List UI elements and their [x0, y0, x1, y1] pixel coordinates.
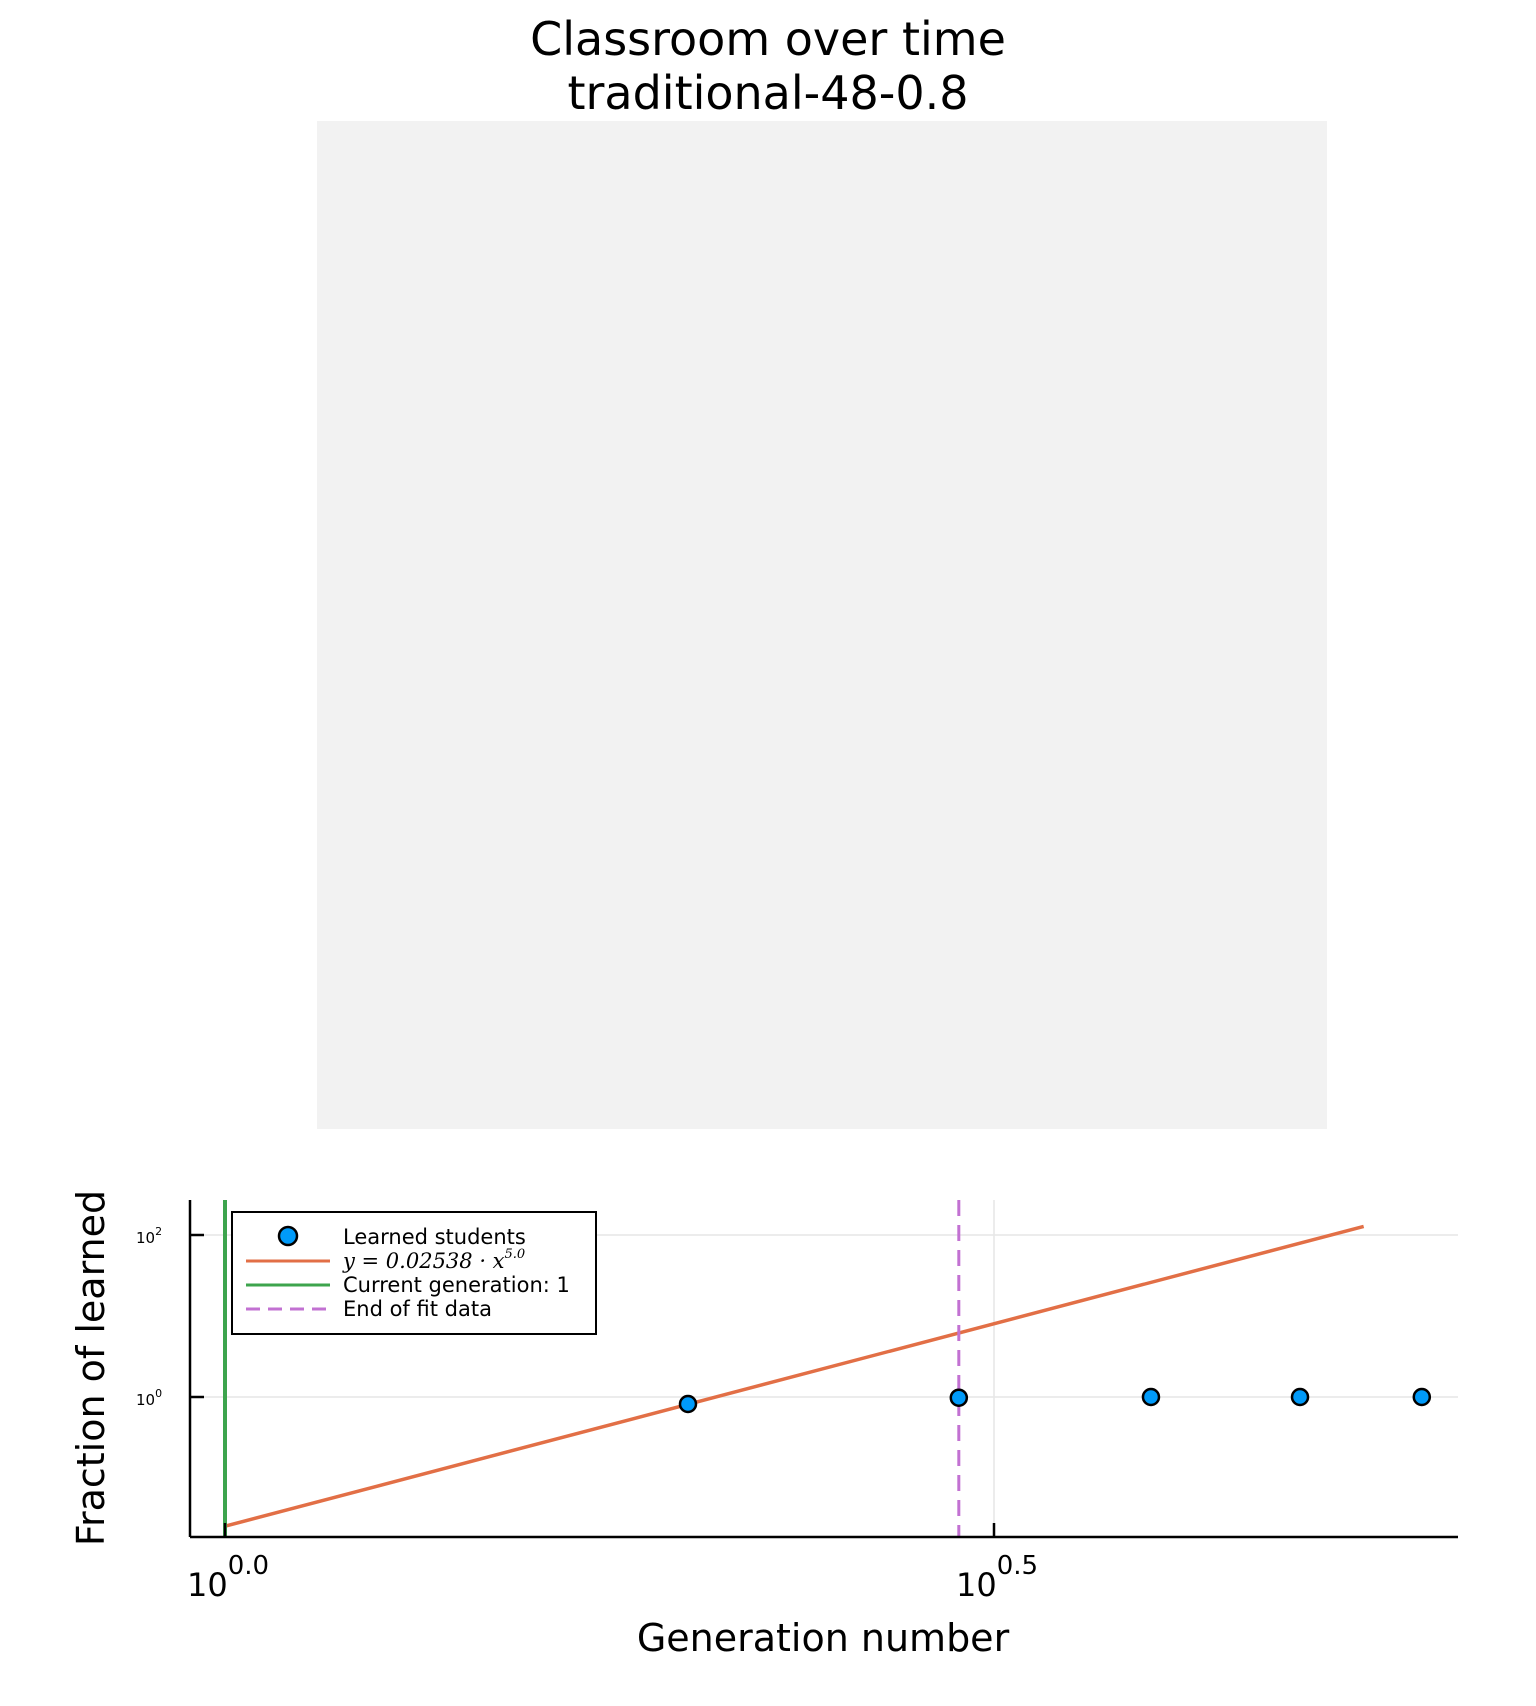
legend-swatch-learned [277, 1225, 299, 1247]
data-point [1141, 1387, 1161, 1407]
x-axis-label: Generation number [637, 1616, 1010, 1660]
legend-label-current: Current generation: 1 [343, 1273, 570, 1297]
chart-subtitle: traditional-48-0.8 [567, 66, 969, 120]
data-point [1290, 1387, 1310, 1407]
y-tick-label-exp: 2 [155, 1225, 162, 1238]
fit-line [224, 1224, 1365, 1528]
y-axis-label: Fraction of learned [69, 1190, 113, 1546]
y-tick-label: 102 [136, 1225, 162, 1247]
series-layer [223, 1200, 1432, 1537]
data-point [678, 1394, 698, 1414]
legend-label-fit: y = 0.02538 · x5.0 [342, 1247, 525, 1273]
x-tick-label-exp: 0.0 [228, 1551, 269, 1581]
y-tick-label-base: 10 [136, 1229, 155, 1247]
legend-label-end-fit: End of fit data [343, 1297, 492, 1321]
legend-label-fit-exp: 5.0 [505, 1247, 526, 1262]
x-tick-label: 100.0 [187, 1551, 269, 1604]
classroom-panel [317, 121, 1327, 1129]
legend-label-fit-main: y = 0.02538 · x [342, 1249, 505, 1273]
legend-label-learned: Learned students [343, 1225, 526, 1249]
x-tick-label-base: 10 [187, 1566, 228, 1604]
y-tick-label: 100 [136, 1387, 162, 1409]
legend: Learned students y = 0.02538 · x5.0 Curr… [231, 1211, 597, 1335]
data-point [949, 1388, 969, 1407]
x-tick-label: 100.5 [956, 1551, 1038, 1604]
chart-title: Classroom over time [530, 12, 1006, 66]
y-tick-label-base: 10 [136, 1391, 155, 1409]
y-tick-label-exp: 0 [155, 1387, 162, 1400]
x-tick-label-base: 10 [956, 1566, 997, 1604]
data-point [1412, 1387, 1432, 1407]
x-tick-label-exp: 0.5 [997, 1551, 1038, 1581]
